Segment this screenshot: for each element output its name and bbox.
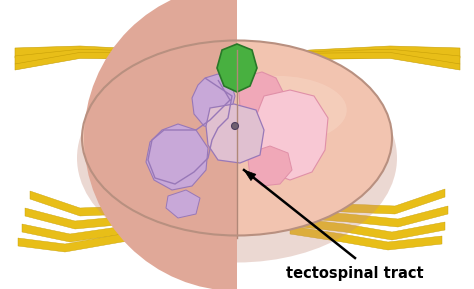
Polygon shape: [295, 206, 448, 227]
Polygon shape: [192, 74, 235, 128]
Polygon shape: [237, 49, 460, 67]
Polygon shape: [239, 72, 284, 124]
Polygon shape: [15, 49, 237, 67]
Polygon shape: [22, 220, 180, 242]
Ellipse shape: [77, 53, 397, 262]
Ellipse shape: [207, 76, 347, 144]
Polygon shape: [25, 208, 178, 229]
Polygon shape: [292, 218, 445, 240]
Polygon shape: [166, 190, 200, 218]
Polygon shape: [18, 228, 178, 252]
Polygon shape: [217, 44, 257, 92]
Polygon shape: [298, 189, 445, 214]
Polygon shape: [290, 226, 442, 250]
Polygon shape: [254, 90, 328, 180]
Polygon shape: [237, 46, 460, 68]
Polygon shape: [244, 170, 256, 181]
Text: tectospinal tract: tectospinal tract: [286, 266, 424, 281]
Ellipse shape: [82, 40, 392, 236]
Circle shape: [231, 123, 238, 129]
Polygon shape: [237, 52, 460, 70]
Wedge shape: [84, 0, 237, 289]
Polygon shape: [248, 146, 292, 186]
Polygon shape: [146, 124, 208, 190]
Polygon shape: [30, 191, 175, 216]
Polygon shape: [15, 52, 237, 70]
Polygon shape: [15, 46, 237, 68]
Polygon shape: [206, 104, 264, 163]
